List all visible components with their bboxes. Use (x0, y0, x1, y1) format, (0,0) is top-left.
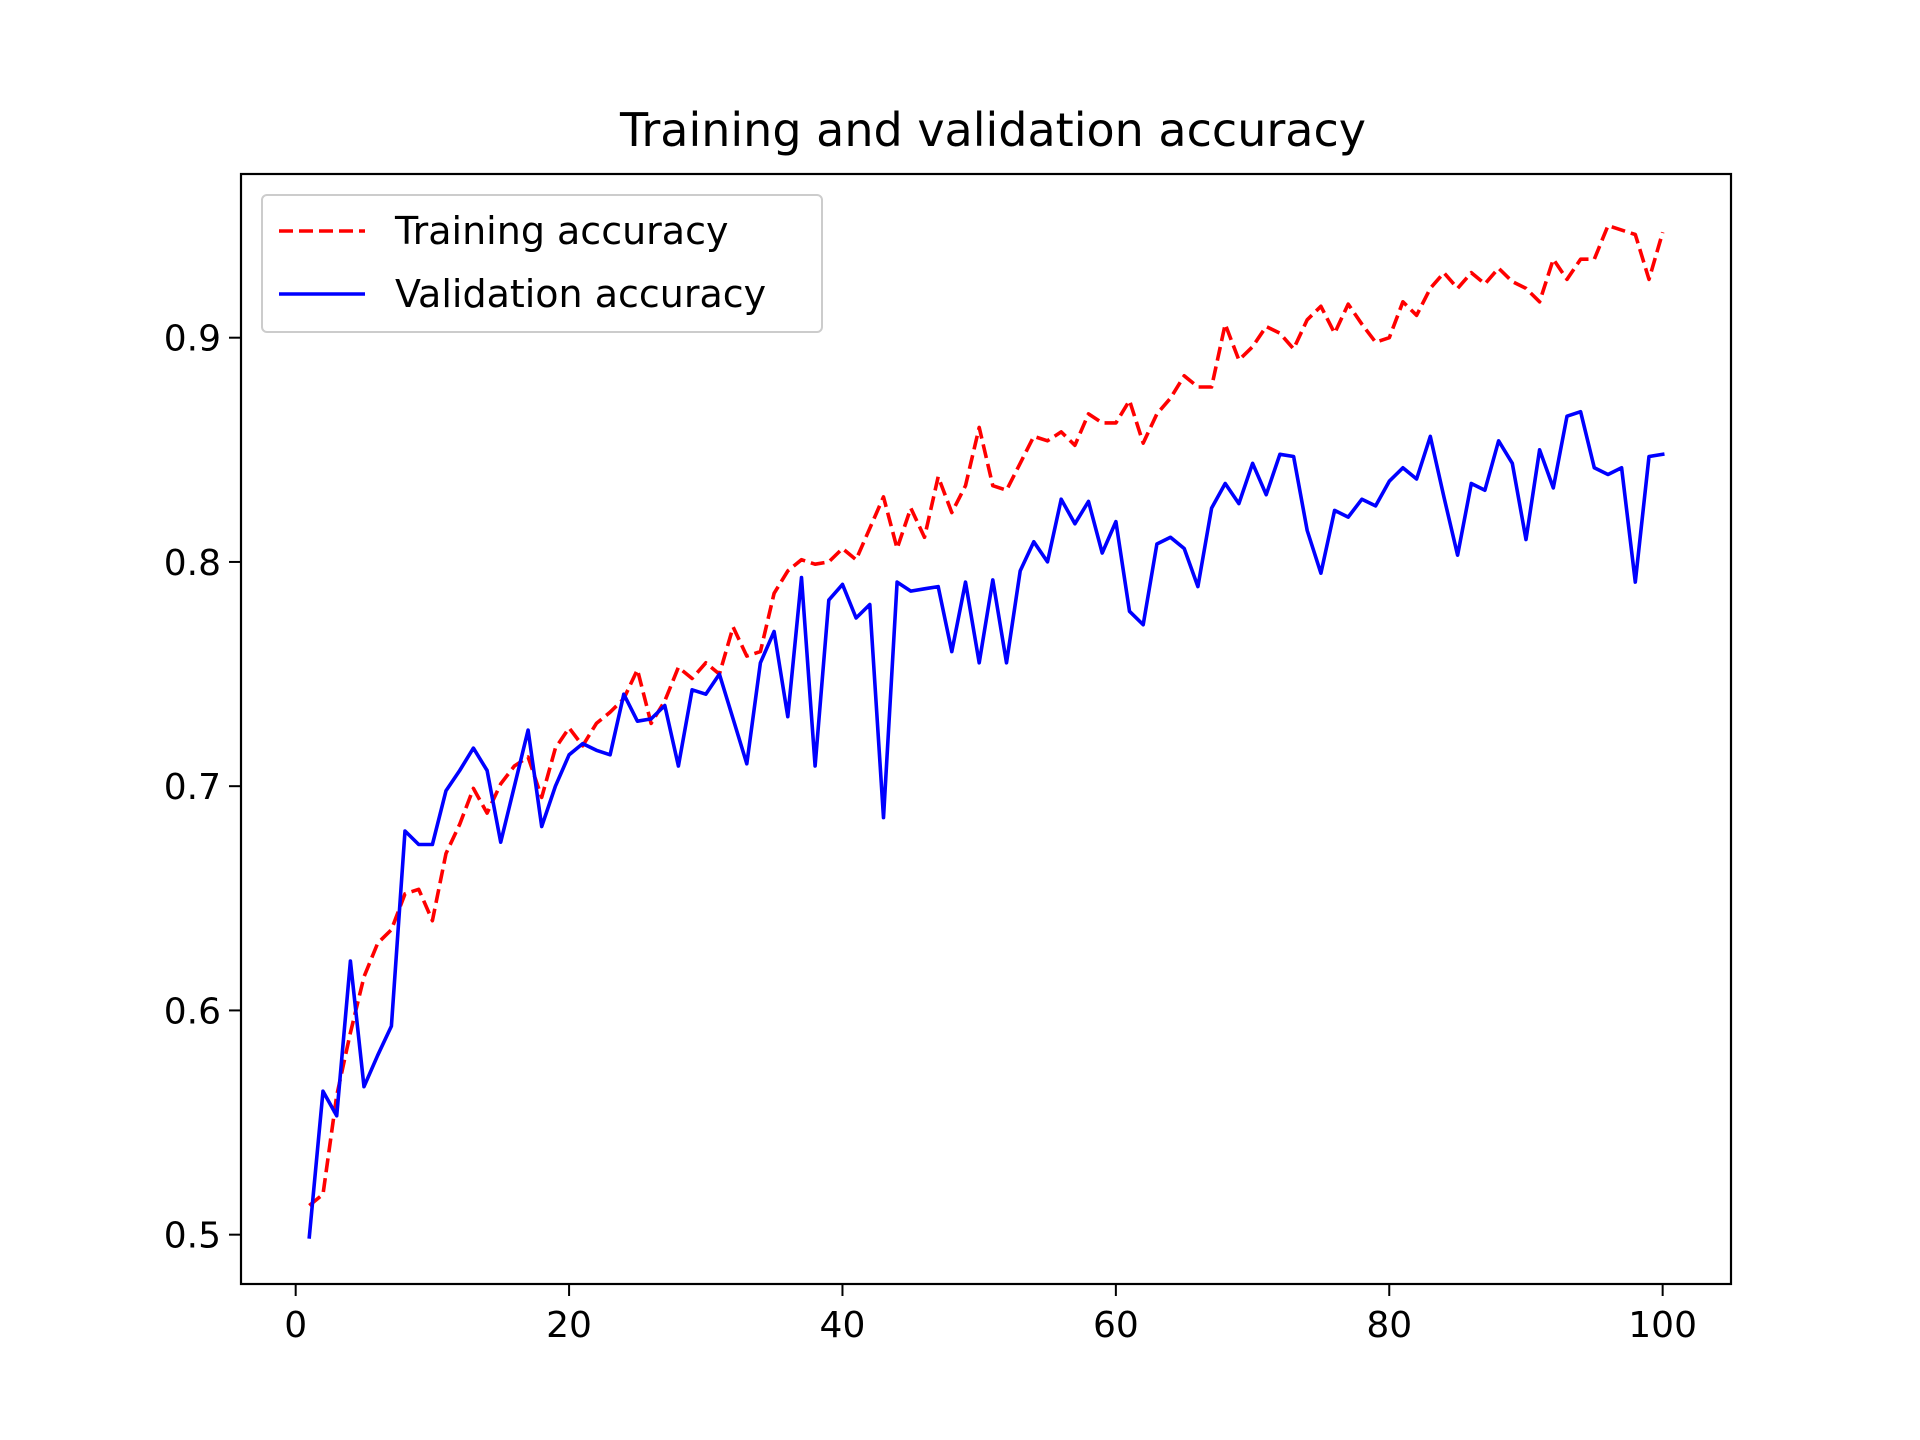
chart-title: Training and validation accuracy (619, 103, 1366, 157)
legend: Training accuracy Validation accuracy (261, 194, 823, 333)
x-tick-label: 40 (820, 1305, 866, 1346)
x-tick-label: 100 (1628, 1305, 1697, 1346)
x-tick-label: 20 (546, 1305, 592, 1346)
legend-label: Training accuracy (394, 209, 728, 253)
y-tick-label: 0.7 (164, 767, 221, 808)
x-tick-label: 80 (1366, 1305, 1412, 1346)
legend-box (261, 194, 823, 333)
y-tick-label: 0.8 (164, 543, 221, 584)
axes-frame (239, 172, 1733, 1286)
y-tick-label: 0.9 (164, 319, 221, 360)
x-tick-label: 0 (284, 1305, 307, 1346)
legend-label: Validation accuracy (395, 272, 766, 316)
series-line-validation-accuracy (307, 409, 1665, 1239)
plot-area (307, 223, 1665, 1239)
x-axis: 0 20 40 60 80 100 (284, 1284, 1697, 1346)
x-tick-label: 60 (1093, 1305, 1139, 1346)
y-tick-label: 0.5 (164, 1216, 221, 1257)
y-axis: 0.5 0.6 0.7 0.8 0.9 (164, 319, 241, 1257)
y-tick-label: 0.6 (164, 991, 221, 1032)
